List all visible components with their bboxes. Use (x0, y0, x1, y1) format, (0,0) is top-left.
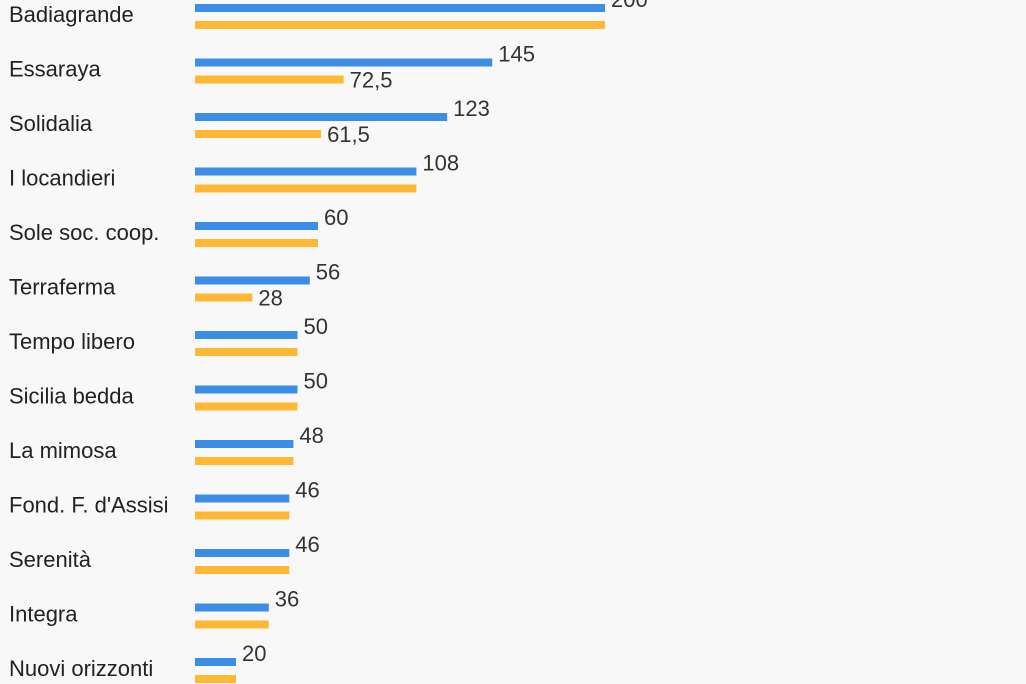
bars (195, 4, 605, 683)
bar-series-1 (195, 276, 310, 285)
bar-series-2 (195, 675, 236, 683)
value-label-series-1: 50 (304, 314, 328, 339)
value-label-series-1: 108 (422, 151, 459, 176)
bar-series-1 (195, 58, 493, 67)
category-label: Terraferma (9, 275, 116, 300)
bar-series-2 (195, 511, 290, 520)
category-label: Nuovi orizzonti (9, 656, 153, 681)
bar-series-2 (195, 620, 269, 629)
category-label: Essaraya (9, 57, 101, 82)
bar-series-1 (195, 440, 294, 448)
bar-series-2 (195, 21, 605, 29)
bar-series-1 (195, 331, 298, 339)
value-labels: 200 145 72,5 123 61,5 108 60 56 28 50 50 48 46 46 36 20 (242, 0, 648, 666)
category-label: Integra (9, 602, 78, 627)
bar-series-1 (195, 658, 236, 666)
value-label-series-1: 46 (295, 532, 319, 557)
value-label-series-1: 46 (295, 478, 319, 503)
bar-series-2 (195, 566, 290, 574)
bar-series-1 (195, 603, 269, 612)
bar-series-1 (195, 222, 318, 230)
bar-series-1 (195, 113, 448, 121)
value-label-series-1: 123 (453, 96, 490, 121)
category-label: I locandieri (9, 166, 115, 191)
category-label: Sicilia bedda (9, 384, 135, 409)
bar-series-2 (195, 130, 322, 138)
bar-series-1 (195, 385, 298, 394)
bar-series-2 (195, 239, 318, 247)
category-label: Tempo libero (9, 329, 135, 354)
value-label-series-2: 61,5 (327, 122, 370, 147)
category-label: Serenità (9, 547, 92, 572)
category-label: La mimosa (9, 438, 117, 463)
value-label-series-1: 200 (611, 0, 648, 12)
bar-series-1 (195, 549, 290, 557)
bar-series-2 (195, 457, 294, 465)
value-label-series-1: 60 (324, 205, 348, 230)
value-label-series-1: 36 (275, 587, 299, 612)
category-labels: Badiagrande Essaraya Solidalia I locandieri… (9, 2, 168, 681)
bar-series-1 (195, 494, 290, 503)
bar-series-2 (195, 75, 344, 84)
bar-series-2 (195, 348, 298, 356)
value-label-series-1: 145 (498, 42, 535, 67)
bar-series-2 (195, 402, 298, 411)
value-label-series-2: 72,5 (350, 68, 393, 93)
value-label-series-1: 50 (304, 369, 328, 394)
bar-series-1 (195, 167, 417, 176)
bar-series-2 (195, 293, 253, 302)
value-label-series-1: 20 (242, 641, 266, 666)
bar-series-2 (195, 184, 417, 193)
value-label-series-1: 56 (316, 260, 340, 285)
category-label: Badiagrande (9, 2, 134, 27)
category-label: Solidalia (9, 111, 93, 136)
category-label: Sole soc. coop. (9, 220, 159, 245)
value-label-series-2: 28 (258, 286, 282, 311)
value-label-series-1: 48 (299, 423, 323, 448)
category-label: Fond. F. d'Assisi (9, 493, 168, 518)
bar-series-1 (195, 4, 605, 12)
